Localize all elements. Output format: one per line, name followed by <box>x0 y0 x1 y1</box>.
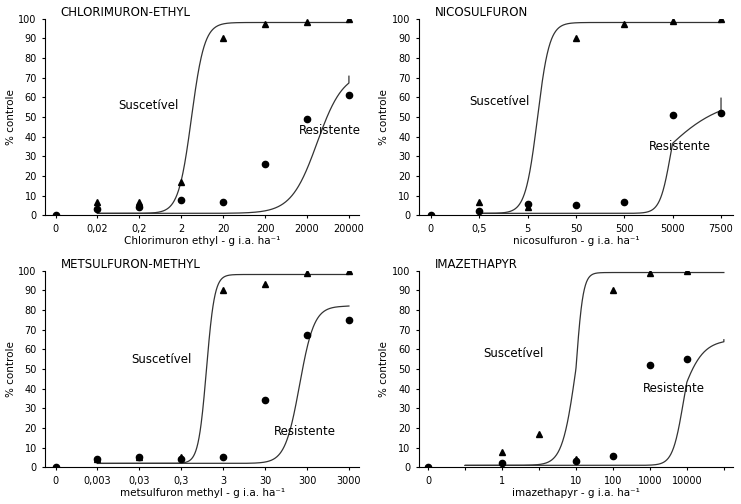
Y-axis label: % controle: % controle <box>379 89 389 145</box>
X-axis label: imazethapyr - g i.a. ha⁻¹: imazethapyr - g i.a. ha⁻¹ <box>512 488 640 498</box>
Y-axis label: % controle: % controle <box>5 341 16 397</box>
Y-axis label: % controle: % controle <box>379 341 389 397</box>
Text: Suscetível: Suscetível <box>119 99 179 112</box>
Text: Suscetível: Suscetível <box>131 353 191 365</box>
Text: Resistente: Resistente <box>299 124 361 137</box>
Text: Resistente: Resistente <box>273 425 336 438</box>
Text: Suscetível: Suscetível <box>470 95 530 108</box>
X-axis label: nicosulfuron - g i.a. ha⁻¹: nicosulfuron - g i.a. ha⁻¹ <box>513 236 639 246</box>
X-axis label: Chlorimuron ethyl - g i.a. ha⁻¹: Chlorimuron ethyl - g i.a. ha⁻¹ <box>124 236 280 246</box>
Y-axis label: % controle: % controle <box>5 89 16 145</box>
X-axis label: metsulfuron methyl - g i.a. ha⁻¹: metsulfuron methyl - g i.a. ha⁻¹ <box>119 488 285 498</box>
Text: IMAZETHAPYR: IMAZETHAPYR <box>434 258 517 271</box>
Text: Resistente: Resistente <box>642 382 705 395</box>
Text: NICOSULFURON: NICOSULFURON <box>434 6 528 19</box>
Text: METSULFURON-METHYL: METSULFURON-METHYL <box>61 258 201 271</box>
Text: CHLORIMURON-ETHYL: CHLORIMURON-ETHYL <box>61 6 190 19</box>
Text: Resistente: Resistente <box>648 140 711 153</box>
Text: Suscetível: Suscetível <box>483 347 544 360</box>
